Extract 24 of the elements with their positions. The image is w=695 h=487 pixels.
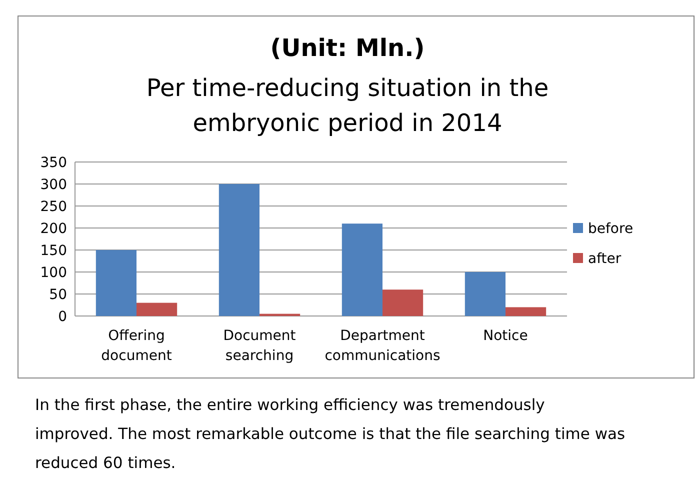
- bar: [464, 272, 506, 316]
- y-tick-label: 200: [40, 220, 67, 237]
- y-tick-label: 100: [40, 264, 67, 281]
- bar: [96, 250, 136, 316]
- y-tick-label: 250: [40, 198, 67, 215]
- x-tick-label: Offering document: [101, 328, 172, 364]
- bar: [382, 290, 424, 316]
- y-tick-label: 150: [40, 242, 67, 259]
- x-tick-label: Notice: [483, 328, 528, 344]
- y-tick-label: 0: [58, 308, 67, 325]
- text: In the first phase, the entire working efficiency was tremendously improved. The most remarkable outcome is that the file searching time was reduced 60 times.: [35, 396, 626, 472]
- bar: [342, 224, 382, 316]
- legend-label: before: [588, 220, 634, 237]
- bar: [136, 302, 178, 316]
- y-tick-label: 50: [49, 286, 67, 303]
- legend-label: after: [588, 250, 622, 267]
- x-tick-label: Document searching: [223, 328, 296, 364]
- y-tick-label: 300: [40, 176, 67, 193]
- chart-subtitle: Per time-reducing situation in the embryonic period in 2014: [146, 74, 549, 137]
- x-tick-label: Department communications: [324, 328, 440, 364]
- bar: [506, 307, 546, 316]
- chart-title: (Unit: Mln.): [270, 34, 425, 62]
- bar: [218, 184, 260, 316]
- y-tick-label: 350: [40, 154, 67, 171]
